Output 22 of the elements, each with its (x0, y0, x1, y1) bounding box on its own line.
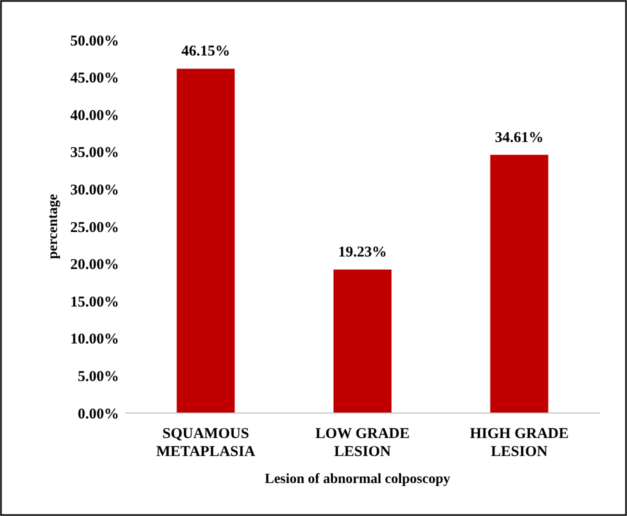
x-tick-label: SQUAMOUS METAPLASIA (156, 426, 256, 460)
data-label: 46.15% (181, 44, 230, 60)
y-tick-label: 35.00% (70, 145, 119, 162)
y-tick-label: 50.00% (70, 33, 119, 50)
y-tick-label: 0.00% (78, 406, 119, 422)
bar (176, 68, 235, 413)
x-axis-title: Lesion of abnormal colposcopy (264, 472, 450, 487)
y-tick-label: 20.00% (70, 257, 119, 274)
bar (334, 270, 392, 413)
y-tick-label: 25.00% (70, 220, 119, 236)
data-label: 19.23% (338, 244, 387, 261)
y-tick-label: 45.00% (70, 70, 119, 87)
bar (490, 154, 548, 413)
y-tick-label: 10.00% (70, 332, 119, 348)
x-tick-label: LOW GRADE LESION (315, 426, 410, 460)
y-tick-label: 15.00% (70, 294, 119, 310)
x-tick-label: HIGH GRADE LESION (470, 426, 569, 460)
y-tick-label: 40.00% (70, 108, 119, 124)
y-axis-title: percentage (46, 194, 61, 260)
y-tick-label: 5.00% (78, 368, 119, 385)
y-tick-label: 30.00% (70, 182, 119, 198)
data-label: 34.61% (494, 130, 544, 146)
